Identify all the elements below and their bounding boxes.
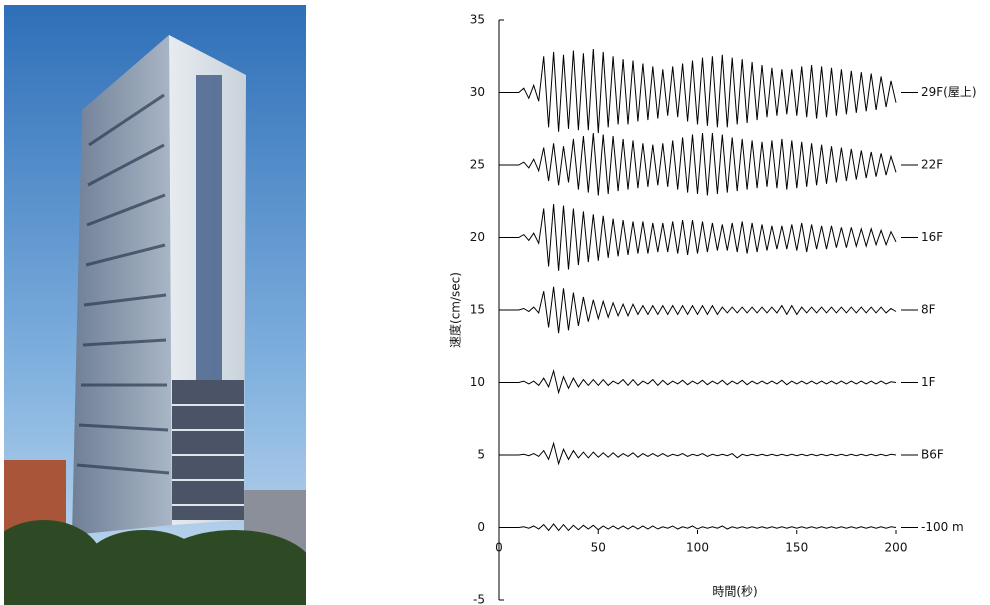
legend-label: 8F [921, 303, 936, 317]
legend-label: 29F(屋上) [921, 85, 977, 99]
x-axis-label: 時間(秒) [712, 585, 757, 599]
x-tick-label: 150 [785, 541, 808, 555]
trace [499, 443, 896, 463]
y-tick-label: 15 [470, 303, 485, 317]
y-axis-label: 速度(cm/sec) [448, 272, 463, 348]
trace [499, 524, 896, 531]
legend-label: -100 m [921, 520, 964, 534]
x-tick-label: 0 [495, 541, 503, 555]
legend-label: 22F [921, 158, 943, 172]
y-tick-label: -5 [473, 593, 485, 605]
legend-label: 16F [921, 230, 943, 244]
building-photo [4, 5, 306, 605]
y-tick-label: 5 [477, 448, 485, 462]
y-tick-label: 30 [470, 85, 485, 99]
trace [499, 133, 896, 195]
y-tick-label: 10 [470, 375, 485, 389]
figure: 速度(cm/sec) 時間(秒) -5 0 5 10 15 20 25 30 35 0 50 100 1… [0, 0, 990, 605]
y-tick-label: 35 [470, 13, 485, 27]
y-tick-label: 20 [470, 230, 485, 244]
legend-label: 1F [921, 375, 936, 389]
trace [499, 204, 896, 271]
trace [499, 287, 896, 333]
trace [499, 371, 896, 393]
trace [499, 49, 896, 133]
chart: 速度(cm/sec) 時間(秒) -5 0 5 10 15 20 25 30 35 0 50 100 1… [430, 0, 990, 605]
y-tick-label: 25 [470, 158, 485, 172]
x-tick-label: 50 [591, 541, 606, 555]
x-tick-label: 200 [885, 541, 908, 555]
x-tick-label: 100 [686, 541, 709, 555]
legend-label: B6F [921, 448, 944, 462]
y-tick-label: 0 [477, 520, 485, 534]
